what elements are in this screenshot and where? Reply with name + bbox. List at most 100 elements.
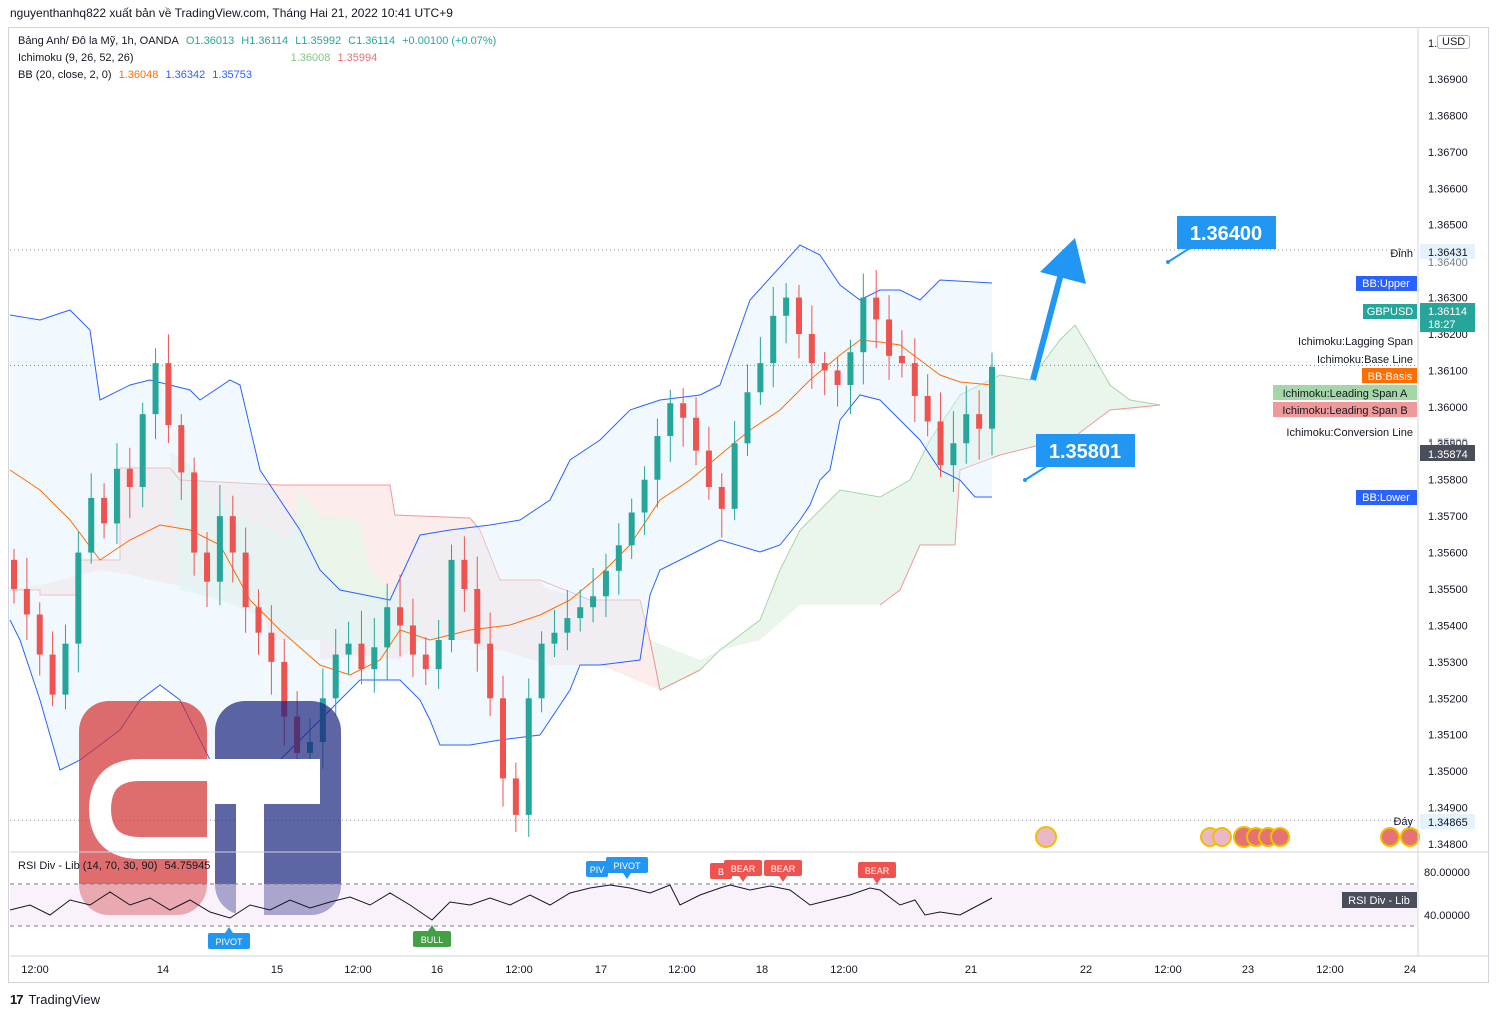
candle-body [384,607,391,648]
rsi-badge-bear-3: BEAR [764,860,802,882]
symbol-tag: GBPUSD [1367,306,1414,318]
svg-text:BEAR: BEAR [731,864,756,874]
time-tick-label: 24 [1404,964,1416,976]
candle-body [49,654,56,695]
candle-body [178,425,185,473]
price-tick-label: 1.34800 [1428,839,1468,851]
price-tick-label: 1.35700 [1428,511,1468,523]
time-tick-label: 12:00 [1154,964,1182,976]
candle-body [770,315,777,364]
low-label: Đáy [1393,816,1413,828]
price-tick-label: 1.36500 [1428,220,1468,232]
bb-lower-tag: BB:Lower [1362,492,1410,504]
candle-body [36,614,43,655]
currency-selector[interactable]: USD [1437,35,1471,49]
candle-body [165,363,172,426]
candle-body [255,607,262,633]
svg-text:PIVOT: PIVOT [215,937,243,947]
time-tick-label: 12:00 [344,964,372,976]
axis-tags: Đỉnh 1.36431 1.36400 BB:Upper GBPUSD 1.3… [1273,244,1475,829]
legend-bb-label: BB (20, close, 2, 0) [18,69,112,81]
clipped-tick: 1.36400 [1428,257,1468,269]
legend-close: C1.36114 [348,35,396,47]
base-line-tag: Ichimoku:Base Line [1317,354,1413,366]
legend-ichimoku-a: 1.36008 [290,52,331,64]
lagging-span-tag: Ichimoku:Lagging Span [1298,336,1413,348]
legend-ichimoku-label: Ichimoku (9, 26, 52, 26) [18,52,134,64]
legend-rsi-value: 54.75945 [164,860,211,872]
candle-body [821,363,828,371]
rsi-badge-bear-4: BEAR [858,862,896,884]
bb-upper-tag: BB:Upper [1362,278,1410,290]
price-tick-label: 1.36900 [1428,74,1468,86]
candle-body [654,436,661,480]
time-tick-label: 12:00 [668,964,696,976]
svg-text:BULL: BULL [421,935,444,945]
legend-bb-row: BB (20, close, 2, 0) 1.36048 1.36342 1.3… [18,69,256,81]
candle-body [525,698,532,815]
svg-text:BEAR: BEAR [771,864,796,874]
span-a-tag: Ichimoku:Leading Span A [1283,388,1408,400]
rsi-tag: RSI Div - Lib [1348,895,1410,907]
chart-frame [8,27,1489,983]
candle-body [564,618,571,633]
candle-body [512,778,519,815]
legend-symbol-row: Bảng Anh/ Đô la Mỹ, 1h, OANDA O1.36013 H… [18,35,500,47]
ichimoku-cloud-bull [650,325,1160,690]
crosshair-price-tag: 1.35874 [1428,449,1468,461]
candle-body [474,589,481,644]
candle-body [757,363,764,393]
candle-body [345,643,352,655]
countdown-tag: 18:27 [1428,319,1456,331]
price-tick-label: 1.36000 [1428,402,1468,414]
legend-bb-lower: 1.35753 [212,69,253,81]
candle-body [216,516,223,582]
candle-body [358,643,365,670]
candle-body [989,366,995,429]
ichimoku-cloud-left-green [170,452,420,650]
candle-body [487,643,494,699]
candle-body [950,443,957,466]
candle-body [11,559,17,589]
svg-text:BEAR: BEAR [865,866,890,876]
price-tick-label: 1.36600 [1428,183,1468,195]
rsi-level-80: 80.00000 [1424,867,1470,879]
candle-body [718,487,725,509]
time-tick-label: 14 [157,964,169,976]
bollinger-band-fill [10,245,992,785]
candle-body [783,297,790,316]
time-tick-label: 12:00 [505,964,533,976]
candle-body [602,570,609,597]
candle-body [538,643,545,699]
candle-body [409,625,416,655]
high-value: 1.36431 [1428,247,1468,259]
time-axis[interactable]: 12:00 14 15 12:00 16 12:00 17 12:00 18 12:00 21 22 1… [21,964,1416,976]
candle-body [126,468,133,487]
candle-body [281,661,288,717]
time-tick-label: 22 [1080,964,1092,976]
candle-body [191,472,198,553]
candle-body [680,403,687,418]
low-value: 1.34865 [1428,817,1468,829]
candle-body [113,468,120,524]
time-tick-label: 12:00 [21,964,49,976]
candle-body [371,647,378,670]
time-tick-label: 16 [431,964,443,976]
price-tick-label: 1.35200 [1428,693,1468,705]
price-tick-label: 1.35300 [1428,657,1468,669]
candle-body [615,545,622,571]
legend-symbol: Bảng Anh/ Đô la Mỹ, 1h, OANDA [18,35,179,47]
candle-body [500,698,506,779]
tradingview-logo-icon: 17 [10,992,24,1007]
price-tick-label: 1.35400 [1428,620,1468,632]
target-low-callout: 1.35801 [1023,434,1135,482]
bb-basis-tag: BB:Basis [1368,371,1413,383]
legend-ichimoku-row: Ichimoku (9, 26, 52, 26) 1.36008 1.35994 [18,52,381,64]
candle-body [397,607,404,626]
candle-body [229,516,236,553]
candle-body [268,632,275,662]
candle-body [693,417,700,451]
candle-body [847,352,854,385]
span-b-tag: Ichimoku:Leading Span B [1282,405,1407,417]
